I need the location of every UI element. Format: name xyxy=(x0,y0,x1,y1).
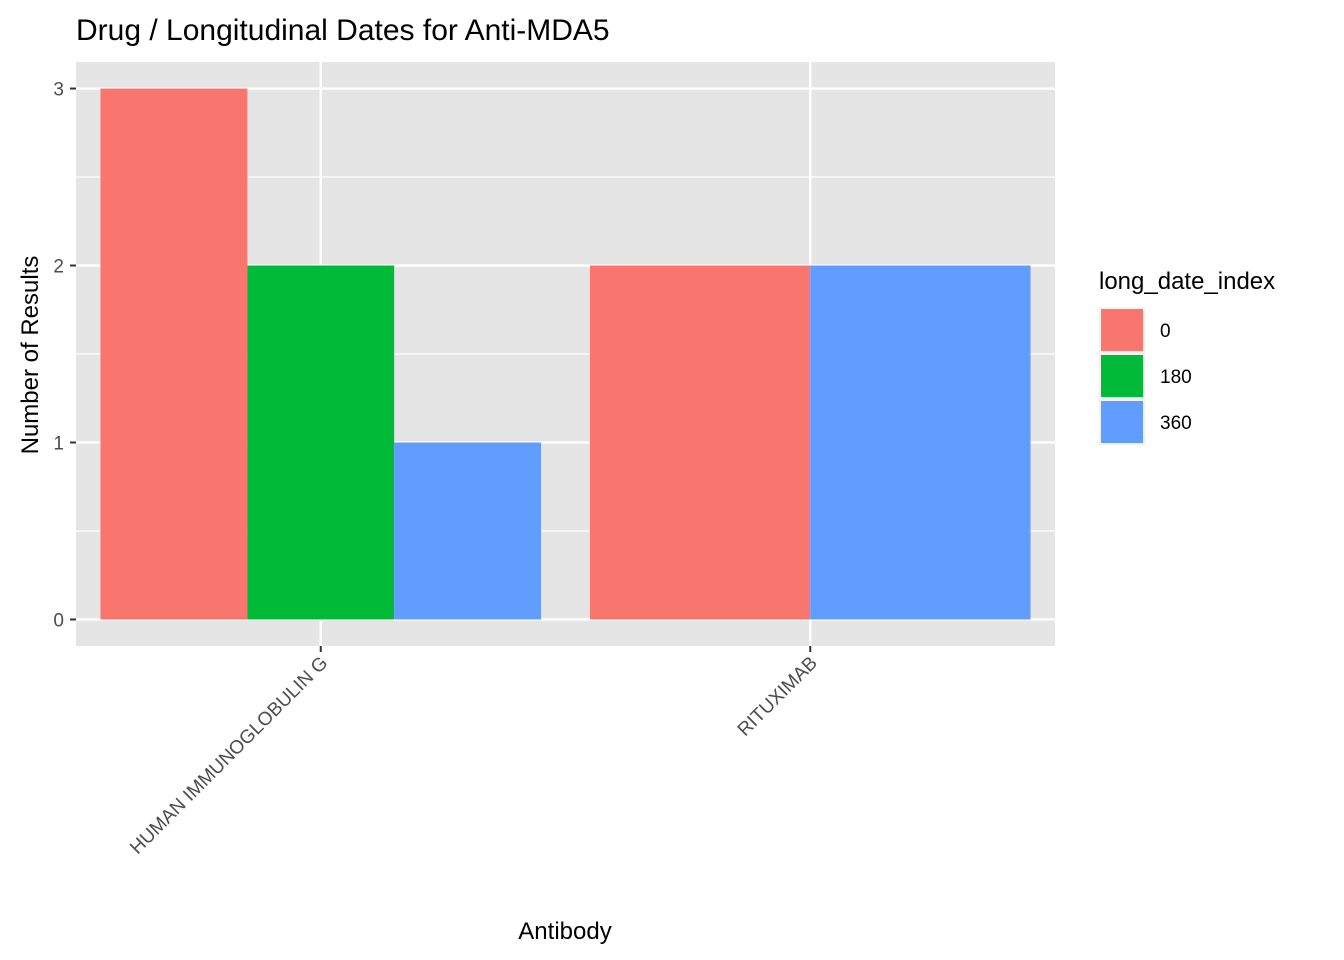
y-tick-label: 2 xyxy=(53,257,64,278)
bar xyxy=(394,442,542,620)
x-axis-title: Antibody xyxy=(518,918,611,945)
legend-items: 0 180 360 xyxy=(1099,307,1192,445)
legend-label: 180 xyxy=(1160,367,1192,388)
legend: long_date_index 0 180 360 xyxy=(1099,268,1275,445)
chart-title: Drug / Longitudinal Dates for Anti-MDA5 xyxy=(76,14,610,47)
x-axis: HUMAN IMMUNOGLOBULIN G RITUXIMAB xyxy=(126,646,822,859)
legend-swatch xyxy=(1101,309,1143,351)
legend-swatch xyxy=(1101,355,1143,397)
bar xyxy=(247,265,395,620)
bar xyxy=(589,265,811,620)
y-axis: 0 1 2 3 xyxy=(53,80,76,631)
legend-label: 0 xyxy=(1160,321,1171,342)
legend-label: 360 xyxy=(1160,413,1192,434)
bar xyxy=(810,265,1031,620)
y-tick-label: 1 xyxy=(53,433,64,454)
bar xyxy=(100,88,248,620)
x-tick-label: RITUXIMAB xyxy=(734,653,822,741)
legend-title: long_date_index xyxy=(1099,268,1275,295)
y-tick-label: 3 xyxy=(53,80,64,101)
y-tick-label: 0 xyxy=(53,610,64,631)
y-axis-title: Number of Results xyxy=(17,256,44,455)
bars xyxy=(100,88,1031,620)
legend-swatch xyxy=(1101,401,1143,443)
x-tick-label: HUMAN IMMUNOGLOBULIN G xyxy=(126,653,332,859)
